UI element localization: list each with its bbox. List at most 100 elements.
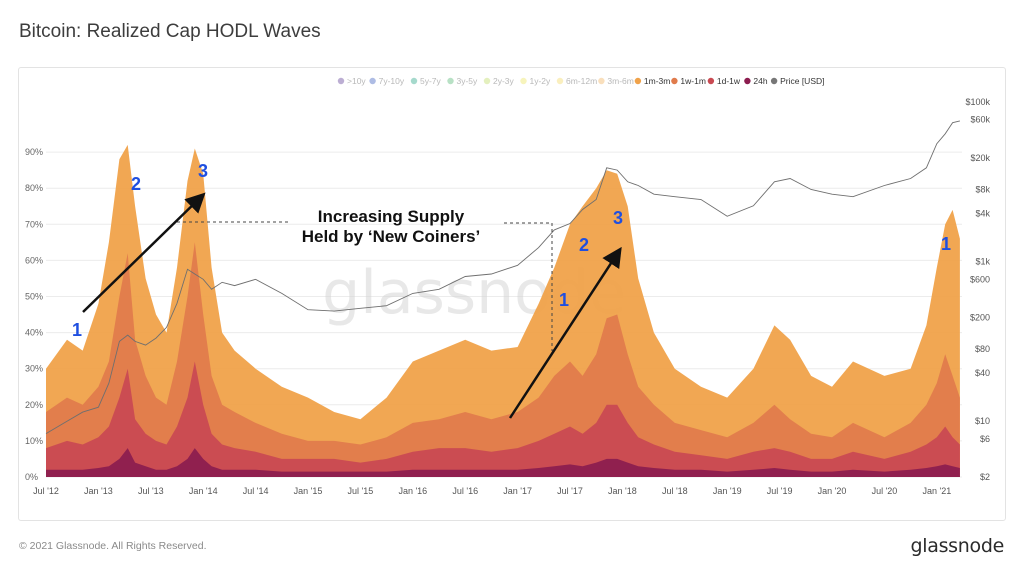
- legend-swatch: [410, 77, 418, 85]
- x-axis-tick-label: Jan '20: [818, 486, 847, 496]
- y-right-tick-label: $20k: [970, 153, 990, 163]
- x-axis-tick-label: Jan '21: [922, 486, 951, 496]
- legend-item: >10y: [337, 76, 366, 86]
- x-axis-tick-label: Jan '17: [503, 486, 532, 496]
- wave-number-label: 3: [198, 161, 208, 181]
- legend-item: 2y-3y: [483, 76, 515, 86]
- legend-swatch: [483, 77, 491, 85]
- arrow-2013: [82, 192, 206, 313]
- hodl-waves-chart: 0% 10% 20% 30% 40% 50% 60% 70% 80% 90% Jul '12 Jan …: [25, 76, 990, 496]
- legend-swatch: [520, 77, 527, 85]
- annotation-main-line1: Increasing Supply: [318, 207, 465, 226]
- x-axis-tick-label: Jul '17: [557, 486, 583, 496]
- dashed-bracket-right: [504, 222, 553, 351]
- price-line: [45, 120, 961, 434]
- x-axis-tick-label: Jan '15: [294, 486, 323, 496]
- legend-item: 1y-2y: [520, 76, 551, 86]
- legend-item: 1d-1w: [707, 76, 741, 86]
- chart-frame: 0% 10% 20% 30% 40% 50% 60% 70% 80% 90% Jul '12 Jan …: [18, 67, 1006, 521]
- y-right-tick-label: $200: [970, 312, 990, 322]
- y-axis-tick-label: 50%: [25, 292, 43, 302]
- legend-item: 1m-3m: [634, 76, 670, 86]
- legend-item: 3y-5y: [447, 76, 478, 86]
- legend-label: 5y-7y: [420, 76, 442, 86]
- y-right-tick-label: $600: [970, 274, 990, 284]
- legend-label: 1y-2y: [530, 76, 552, 86]
- wave-number-label: 1: [941, 234, 951, 254]
- legend-swatch: [770, 77, 778, 85]
- x-axis-tick-label: Jan '13: [84, 486, 113, 496]
- legend-label: Price [USD]: [780, 76, 824, 86]
- y-right-tick-label: $4k: [975, 209, 990, 219]
- x-axis-tick-label: Jul '13: [138, 486, 164, 496]
- wave-number-label: 3: [613, 208, 623, 228]
- area-1m3m: [46, 144, 960, 477]
- legend-label: 3y-5y: [457, 76, 479, 86]
- x-axis-tick-label: Jul '19: [767, 486, 793, 496]
- legend-label: >10y: [347, 76, 366, 86]
- y-axis-tick-label: 60%: [25, 255, 43, 265]
- y-axis-tick-label: 10%: [25, 436, 43, 446]
- x-axis-tick-label: Jan '16: [398, 486, 427, 496]
- legend-swatch: [598, 77, 605, 85]
- legend-label: 24h: [753, 76, 767, 86]
- y-axis-tick-label: 30%: [25, 364, 43, 374]
- y-right-tick-label: $80: [975, 344, 990, 354]
- y-axis-tick-label: 40%: [25, 328, 43, 338]
- copyright-text: © 2021 Glassnode. All Rights Reserved.: [19, 540, 207, 552]
- legend-label: 1m-3m: [644, 76, 670, 86]
- legend-swatch: [744, 77, 751, 85]
- y-right-tick-label: $40: [975, 368, 990, 378]
- legend-label: 1w-1m: [680, 76, 706, 86]
- x-axis-tick-label: Jul '15: [348, 486, 374, 496]
- x-axis-tick-label: Jan '14: [189, 486, 218, 496]
- y-axis-tick-label: 80%: [25, 183, 43, 193]
- x-axis-tick-label: Jul '20: [872, 486, 898, 496]
- legend-item: 1w-1m: [671, 76, 706, 86]
- legend-swatch: [369, 77, 376, 85]
- brand-logo: glassnode: [910, 535, 1005, 557]
- x-axis-tick-label: Jul '12: [33, 486, 59, 496]
- x-axis-tick-label: Jan '19: [713, 486, 742, 496]
- y-right-tick-label: $1k: [975, 257, 990, 267]
- y-axis-tick-label: 70%: [25, 219, 43, 229]
- y-axis-tick-label: 90%: [25, 147, 43, 157]
- chart-title: Bitcoin: Realized Cap HODL Waves: [19, 21, 321, 42]
- legend-item: Price [USD]: [770, 76, 825, 86]
- legend-label: 7y-10y: [379, 76, 405, 86]
- x-axis-tick-label: Jul '14: [243, 486, 269, 496]
- y-right-tick-label: $10: [975, 416, 990, 426]
- legend-swatch: [671, 77, 678, 85]
- legend-label: 2y-3y: [493, 76, 515, 86]
- y-axis-tick-label: 20%: [25, 400, 43, 410]
- legend-item: 24h: [744, 76, 768, 86]
- x-axis-tick-label: Jul '18: [662, 486, 688, 496]
- legend-label: 6m-12m: [566, 76, 597, 86]
- legend-item: 5y-7y: [410, 76, 442, 86]
- wave-number-label: 2: [579, 235, 589, 255]
- legend-swatch: [337, 77, 345, 85]
- annotation-main-line2: Held by ‘New Coiners’: [302, 227, 481, 246]
- legend-item: 7y-10y: [369, 76, 405, 86]
- legend-swatch: [556, 77, 564, 85]
- y-right-tick-label: $2: [980, 472, 990, 482]
- x-axis-tick-label: Jan '18: [608, 486, 637, 496]
- legend-swatch: [707, 77, 715, 85]
- wave-number-label: 1: [559, 290, 569, 310]
- legend-label: 1d-1w: [717, 76, 741, 86]
- wave-number-label: 1: [72, 320, 82, 340]
- x-axis-tick-label: Jul '16: [452, 486, 478, 496]
- y-right-tick-label: $60k: [970, 115, 990, 125]
- y-right-tick-label: $100k: [965, 97, 990, 107]
- legend-label: 3m-6m: [607, 76, 633, 86]
- y-right-tick-label: $6: [980, 434, 990, 444]
- y-right-tick-label: $8k: [975, 185, 990, 195]
- legend-swatch: [634, 77, 642, 85]
- area-24h: [46, 448, 960, 477]
- legend-item: 3m-6m: [598, 76, 634, 86]
- legend-item: 6m-12m: [556, 76, 597, 86]
- wave-number-label: 2: [131, 174, 141, 194]
- arrow-2017: [508, 246, 622, 419]
- legend-swatch: [447, 77, 454, 85]
- y-axis-tick-label: 0%: [25, 472, 38, 482]
